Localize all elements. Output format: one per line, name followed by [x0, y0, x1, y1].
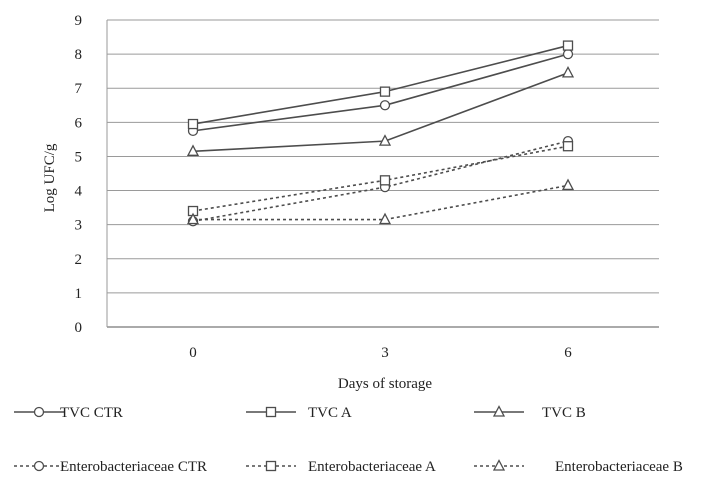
data-point	[379, 86, 391, 97]
x-tick-label: 3	[381, 345, 389, 361]
y-axis: 0 1 2 3 4 5 6 7 8 9	[75, 13, 83, 336]
legend-label: TVC A	[308, 405, 352, 421]
x-tick-label: 0	[189, 345, 197, 361]
data-point	[187, 118, 199, 130]
series-layer	[186, 40, 575, 227]
data-point	[186, 212, 200, 225]
data-point	[562, 48, 574, 60]
x-tick-label: 6	[564, 345, 572, 361]
data-point	[379, 175, 391, 186]
y-tick-label: 8	[75, 47, 83, 63]
legend-marker	[265, 406, 277, 418]
series-line	[192, 140, 569, 223]
y-tick-label: 2	[75, 252, 83, 268]
series-4	[187, 141, 574, 217]
series-1	[187, 40, 574, 130]
legend-label: Enterobacteriaceae A	[308, 459, 436, 475]
y-tick-label: 9	[75, 13, 83, 29]
data-point	[562, 141, 574, 152]
y-tick-label: 5	[75, 149, 83, 165]
legend-label: TVC B	[542, 405, 586, 421]
y-tick-label: 1	[75, 286, 83, 302]
series-2	[186, 65, 575, 156]
data-point	[561, 65, 575, 78]
legend-item-2: TVC B	[474, 405, 586, 421]
data-point	[378, 212, 392, 225]
legend-label: Enterobacteriaceae CTR	[60, 459, 207, 475]
y-axis-title: Log UFC/g	[42, 143, 58, 212]
legend-label: Enterobacteriaceae B	[555, 459, 683, 475]
legend-item-0: TVC CTR	[14, 405, 123, 421]
y-tick-label: 3	[75, 218, 83, 234]
data-point	[186, 144, 200, 156]
y-tick-label: 4	[75, 184, 83, 200]
y-tick-label: 7	[75, 81, 83, 97]
legend: TVC CTR TVC A TVC B Enterobacteriaceae CTR E…	[14, 405, 683, 475]
legend-label: TVC CTR	[60, 405, 123, 421]
legend-item-3: Enterobacteriaceae CTR	[14, 459, 207, 475]
legend-marker	[492, 459, 506, 471]
data-point	[379, 100, 391, 111]
x-axis-title: Days of storage	[338, 376, 432, 392]
legend-marker	[265, 460, 277, 472]
x-axis: 0 3 6	[189, 345, 572, 361]
data-point	[378, 134, 392, 146]
series-line	[192, 44, 569, 125]
y-tick-label: 0	[75, 320, 83, 336]
gridlines	[106, 19, 659, 328]
series-line	[192, 72, 569, 153]
legend-marker	[33, 460, 45, 472]
data-point	[562, 40, 574, 51]
y-tick-label: 6	[75, 115, 83, 131]
legend-marker	[33, 406, 45, 418]
data-point	[561, 178, 575, 191]
legend-item-4: Enterobacteriaceae A	[246, 459, 436, 475]
legend-marker	[492, 405, 506, 417]
series-5	[186, 178, 575, 225]
legend-item-1: TVC A	[246, 405, 352, 421]
legend-item-5: Enterobacteriaceae B	[474, 459, 683, 475]
